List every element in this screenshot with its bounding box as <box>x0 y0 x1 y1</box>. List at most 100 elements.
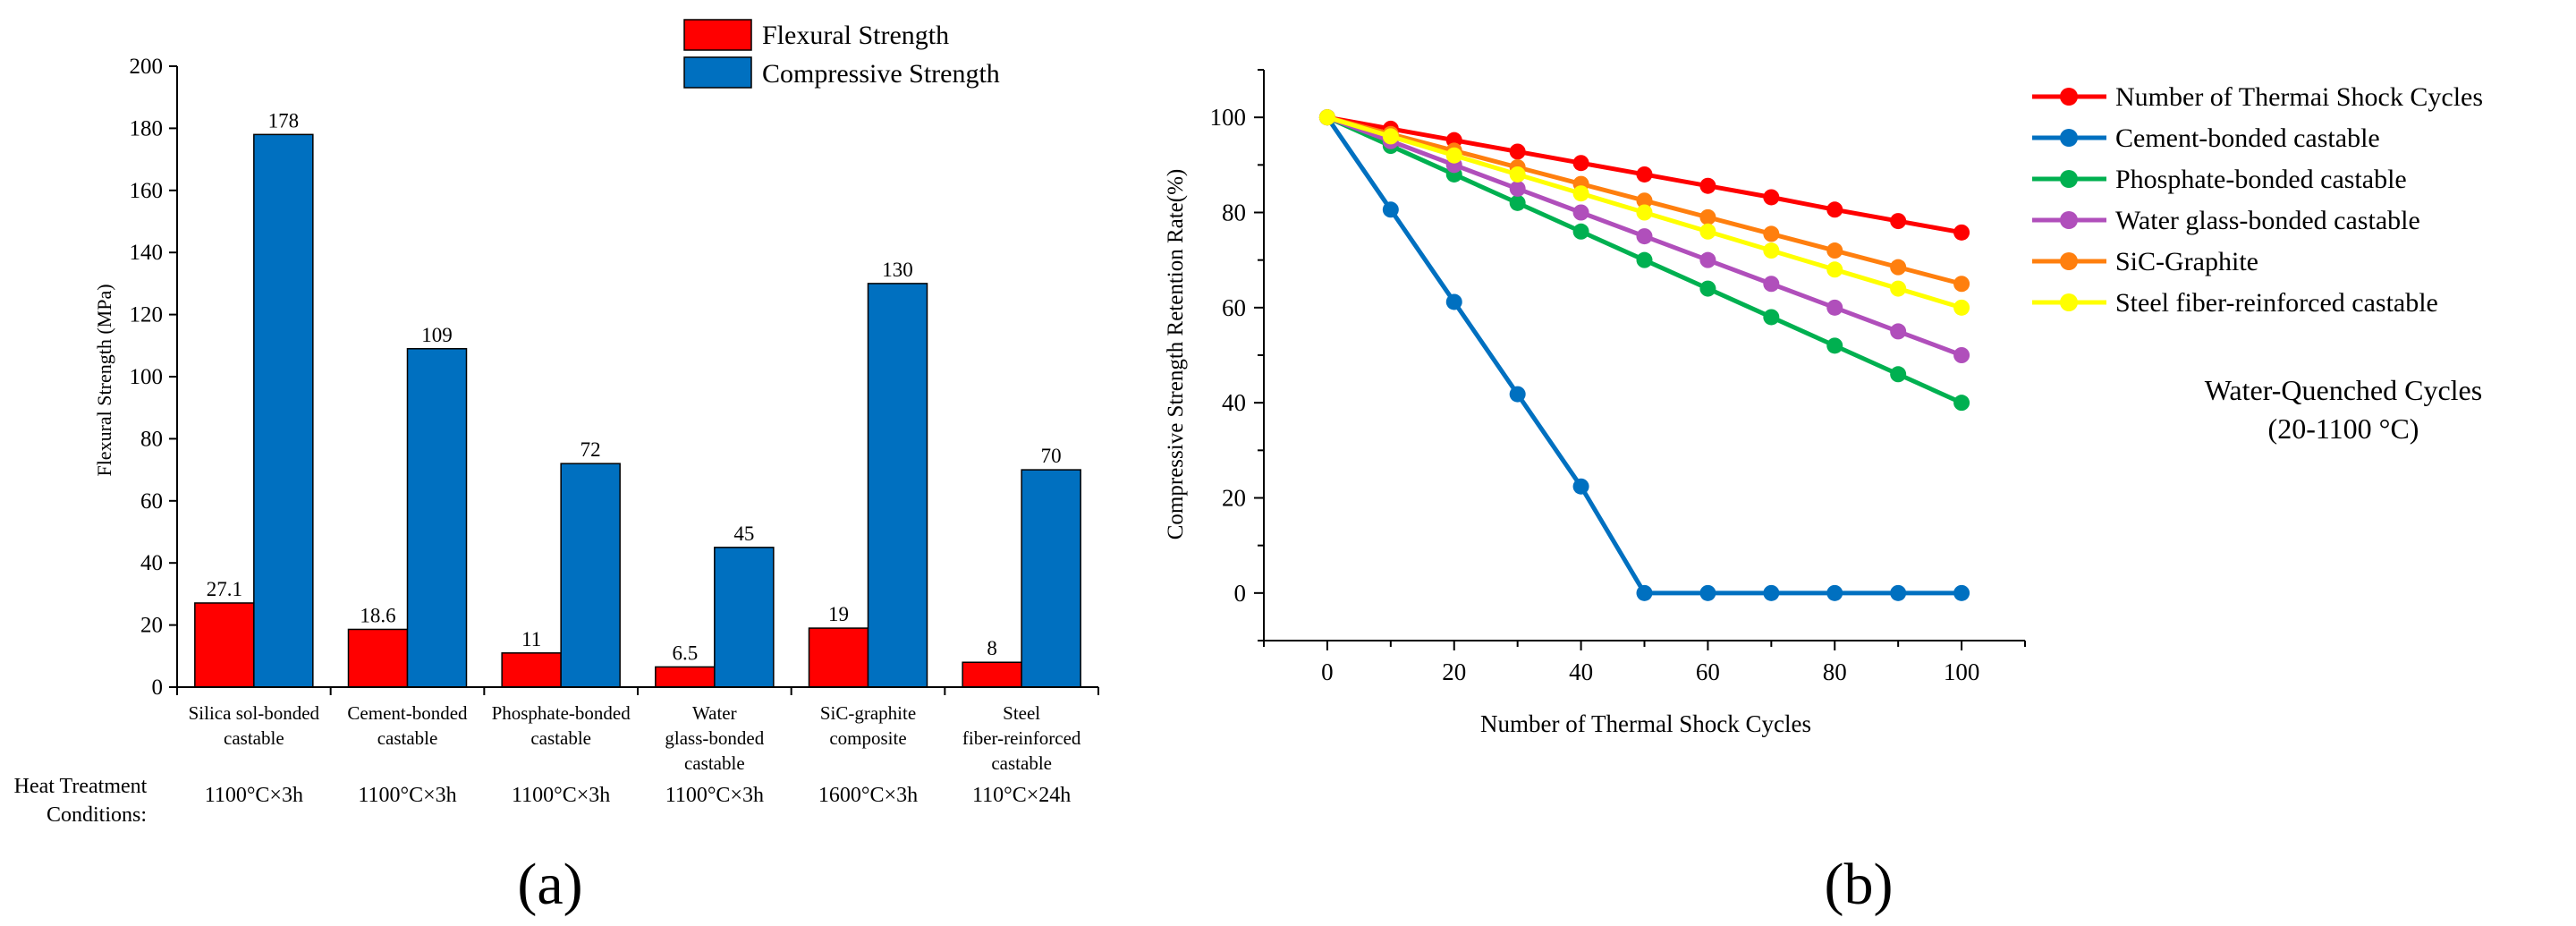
y-tick-label-b: 60 <box>1222 294 1246 321</box>
legend-b: Number of Thermai Shock Cycles Cement-bon… <box>2032 82 2483 318</box>
bar <box>253 133 314 688</box>
data-point <box>1445 293 1462 310</box>
heat-treatment-row: Heat Treatment Conditions: 1100°C×3h 1100… <box>14 775 1072 827</box>
data-point <box>1953 347 1970 363</box>
x-category-label-a: Phosphate-bonded <box>492 702 631 724</box>
y-axis-label-b: Compressive Strength Retention Rate(%) <box>1164 169 1188 540</box>
bar <box>347 628 409 688</box>
bar <box>501 652 562 688</box>
data-point <box>1826 201 1843 218</box>
bar-data-label: 70 <box>1041 445 1062 467</box>
legend-swatch-compressive <box>683 56 752 89</box>
x-category-label-a: SiC-graphite <box>820 702 916 724</box>
bar <box>655 666 716 688</box>
data-point <box>1699 280 1716 297</box>
data-point <box>1509 194 1526 211</box>
y-tick-label-b: 40 <box>1222 389 1246 416</box>
bar-data-label: 178 <box>268 109 300 132</box>
data-point <box>1890 213 1907 230</box>
data-point <box>1763 276 1780 293</box>
data-point <box>1699 251 1716 268</box>
data-point <box>1890 366 1907 383</box>
heat-treatment-label-line-2: Conditions: <box>47 803 147 827</box>
data-point <box>1953 224 1970 241</box>
data-point <box>1572 204 1589 221</box>
heat-treatment-label-line-1: Heat Treatment <box>14 775 148 798</box>
bar <box>194 602 255 688</box>
data-point <box>1572 155 1589 172</box>
data-point <box>1318 109 1335 126</box>
data-point <box>1826 299 1843 316</box>
x-category-label-a: glass-bonded <box>665 727 764 749</box>
heat-treatment-value: 110°C×24h <box>972 784 1071 807</box>
data-point <box>1890 280 1907 297</box>
bar-data-label: 19 <box>828 603 849 625</box>
x-axis-label-b: Number of Thermal Shock Cycles <box>1480 710 1811 737</box>
data-point <box>1445 147 1462 164</box>
x-category-label-a: Silica sol-bonded <box>189 702 320 724</box>
x-category-label-a: castable <box>991 752 1052 774</box>
y-tick-label-a: 20 <box>140 614 163 638</box>
y-tick-label-a: 60 <box>140 489 163 514</box>
data-point <box>1763 242 1780 259</box>
y-tick-label-a: 40 <box>140 551 163 575</box>
bars-a: 27.1 178 18.6 109 11 72 6.5 45 19 130 8 70 <box>194 109 1081 688</box>
legend-label-flexural: Flexural Strength <box>762 21 949 50</box>
x-category-label-a: castable <box>684 752 745 774</box>
bar <box>1021 469 1081 688</box>
legend-label-b: Phosphate-bonded castable <box>2115 165 2407 194</box>
heat-treatment-value: 1600°C×3h <box>818 784 918 807</box>
x-tick-label-b: 40 <box>1569 658 1593 685</box>
data-point <box>1953 299 1970 316</box>
x-tick-label-b: 60 <box>1696 658 1720 685</box>
x-category-label-a: Steel <box>1003 702 1040 724</box>
y-tick-label-a: 100 <box>130 365 164 389</box>
y-tick-label-a: 0 <box>152 675 164 700</box>
y-tick-label-a: 80 <box>140 427 163 451</box>
x-category-label-a: Water <box>692 702 737 724</box>
legend-label-b: Cement-bonded castable <box>2115 123 2380 153</box>
data-point <box>1826 242 1843 259</box>
axes-b: 0 20 40 60 80 100 0 20 40 60 80 100 <box>1210 69 2026 685</box>
data-point <box>1890 259 1907 276</box>
x-tick-label-b: 80 <box>1823 658 1847 685</box>
bar-data-label: 6.5 <box>672 641 698 664</box>
data-point <box>1699 208 1716 225</box>
y-tick-label-b: 0 <box>1234 580 1247 607</box>
data-point <box>1636 228 1653 245</box>
panel-label-b: (b) <box>1825 852 1894 917</box>
data-point <box>1509 386 1526 403</box>
x-category-label-a: castable <box>224 727 284 749</box>
axes-a: 0 20 40 60 80 100 120 140 160 180 200 Silica sol-bo… <box>130 55 1099 774</box>
y-tick-label-a: 160 <box>130 179 164 203</box>
bar <box>867 283 928 688</box>
legend-marker <box>2060 129 2078 147</box>
annotation-line-1: Water-Quenched Cycles <box>2205 374 2482 406</box>
bar-data-label: 45 <box>733 522 754 545</box>
x-category-label-a: fiber-reinforced <box>962 727 1081 749</box>
y-tick-label-a: 180 <box>130 116 164 140</box>
x-tick-label-b: 0 <box>1321 658 1334 685</box>
data-point <box>1826 337 1843 354</box>
data-point <box>1699 177 1716 194</box>
data-point <box>1763 584 1780 601</box>
data-point <box>1763 225 1780 242</box>
data-point <box>1953 276 1970 293</box>
legend-label-b: Steel fiber-reinforced castable <box>2115 288 2438 318</box>
heat-treatment-value: 1100°C×3h <box>358 784 456 807</box>
data-point <box>1636 166 1653 183</box>
legend-label-b: Number of Thermai Shock Cycles <box>2115 82 2483 112</box>
legend-marker <box>2060 211 2078 229</box>
data-point <box>1382 201 1399 218</box>
data-point <box>1699 223 1716 240</box>
bar-data-label: 8 <box>987 637 997 659</box>
bar-data-label: 18.6 <box>360 604 395 626</box>
bar <box>406 348 468 688</box>
data-point <box>1636 584 1653 601</box>
data-point <box>1699 584 1716 601</box>
legend-swatch-flexural <box>683 19 752 51</box>
data-point <box>1509 166 1526 183</box>
heat-treatment-value: 1100°C×3h <box>512 784 610 807</box>
bar <box>808 627 869 688</box>
y-tick-label-a: 200 <box>130 55 164 79</box>
